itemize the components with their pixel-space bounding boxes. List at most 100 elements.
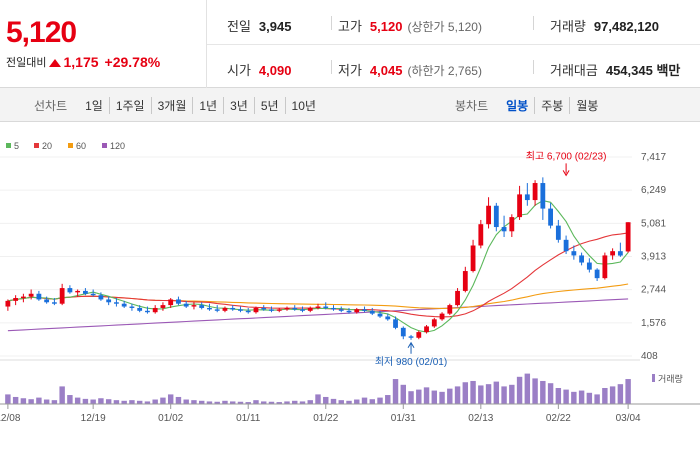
candle <box>276 307 282 313</box>
candle <box>617 242 623 257</box>
volume-bar <box>28 399 34 404</box>
candle-body <box>563 239 569 252</box>
candle-body <box>416 332 422 338</box>
volume-bar <box>431 390 438 404</box>
price-chart[interactable]: 5 20 60 120 7,417 6,249 5,081 3,913 2,744 1,576 4… <box>0 122 700 450</box>
x-tick-label: 01/22 <box>313 413 338 424</box>
candle-body <box>114 302 119 304</box>
stat-low: 저가 4,045 (하한가 2,765) <box>338 60 482 79</box>
tab-1year[interactable]: 1년 <box>192 97 223 114</box>
candle <box>540 177 546 220</box>
candle <box>447 303 453 316</box>
volume-bar <box>594 394 600 404</box>
candle <box>214 305 220 313</box>
volume-bar <box>485 384 492 404</box>
line-chart-tabs: 선차트 1일 1주일 3개월 1년 3년 5년 10년 <box>34 97 322 114</box>
x-tick-label: 12/19 <box>81 413 106 424</box>
candle-body <box>152 307 158 313</box>
legend-label: 120 <box>110 141 125 151</box>
volume-bar <box>354 399 360 404</box>
volume-bar <box>175 396 182 404</box>
candle-body <box>292 307 298 310</box>
volume-bar <box>43 399 50 404</box>
x-tick-label: 01/02 <box>158 413 183 424</box>
volume-bar <box>338 400 344 404</box>
candle-body <box>253 307 259 313</box>
volume-bar <box>555 388 562 404</box>
moving-average-lines <box>7 200 629 333</box>
candle <box>509 214 515 237</box>
volume-bar <box>261 401 267 404</box>
volume-bar <box>509 384 515 404</box>
tab-1day[interactable]: 1일 <box>85 99 103 113</box>
candle <box>114 298 119 307</box>
volume-bar <box>98 398 104 404</box>
volume-bar <box>524 373 531 404</box>
tab-3month[interactable]: 3개월 <box>150 97 193 114</box>
volume-bar <box>12 396 19 404</box>
tab-monthly[interactable]: 월봉 <box>569 97 604 114</box>
volume-bar <box>20 398 27 404</box>
volume-bar <box>59 386 65 404</box>
candle-body <box>83 290 88 294</box>
candle <box>98 292 104 301</box>
candle-body <box>586 262 592 270</box>
legend-swatch <box>6 143 11 148</box>
high-arrow-head <box>562 170 570 177</box>
candle-body <box>269 309 274 311</box>
tab-weekly[interactable]: 주봉 <box>534 97 569 114</box>
y-tick-label: 7,417 <box>641 152 666 163</box>
candle <box>486 197 491 229</box>
candle <box>207 303 212 311</box>
stats-divider <box>207 44 700 45</box>
tab-10year[interactable]: 10년 <box>284 97 322 114</box>
candle <box>393 316 398 330</box>
stat-value: 454,345 백만 <box>605 63 681 78</box>
volume-bar <box>292 400 298 404</box>
tab-daily[interactable]: 일봉 <box>506 99 529 113</box>
tab-5year[interactable]: 5년 <box>253 97 285 114</box>
candle-body <box>338 309 344 311</box>
candle <box>44 296 50 304</box>
candle <box>13 295 19 306</box>
candle <box>67 285 73 294</box>
candle <box>354 307 360 314</box>
candle <box>431 317 437 328</box>
tab-1week[interactable]: 1주일 <box>108 97 151 114</box>
price-box: 5,120 전일대비 1,175 +29.78% <box>0 0 207 88</box>
candle <box>400 326 406 340</box>
candle-body <box>362 309 367 311</box>
divider <box>331 60 332 74</box>
candle <box>501 215 507 237</box>
candle <box>377 310 383 318</box>
volume-bar <box>129 400 135 404</box>
candle-body <box>207 307 212 310</box>
candle-body <box>517 194 522 218</box>
candle-body <box>98 295 104 300</box>
stat-volume: 거래량 97,482,120 <box>550 16 659 35</box>
legend-swatch <box>102 143 107 148</box>
x-tick-label: 02/13 <box>468 413 493 424</box>
candle-body <box>214 309 220 311</box>
candle-body <box>462 271 468 291</box>
candle-body <box>199 305 205 308</box>
volume-bar <box>315 394 321 404</box>
candle-body <box>106 299 112 303</box>
candle <box>338 306 344 313</box>
volume-bar <box>105 399 112 404</box>
volume-bar <box>330 398 337 404</box>
candle <box>199 302 205 310</box>
y-tick-label: 408 <box>641 351 658 362</box>
candle <box>230 305 236 311</box>
candle <box>424 324 429 334</box>
volume-bar <box>253 400 259 404</box>
volume-bar <box>299 401 306 404</box>
candle-body <box>455 290 460 306</box>
candle <box>129 303 135 311</box>
candle-body <box>346 310 352 313</box>
candle-chart-tabs: 봉차트 일봉 주봉 월봉 <box>455 97 604 114</box>
volume-bar <box>245 402 251 404</box>
volume-bar <box>532 378 538 404</box>
tab-3year[interactable]: 3년 <box>223 97 254 114</box>
candle <box>191 302 197 310</box>
